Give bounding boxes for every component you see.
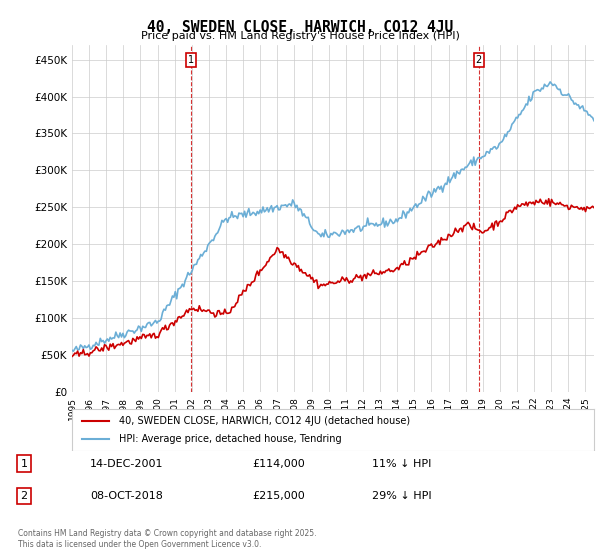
Text: 2: 2 — [20, 491, 28, 501]
Text: 11% ↓ HPI: 11% ↓ HPI — [372, 459, 431, 469]
Text: 1: 1 — [20, 459, 28, 469]
Text: 1: 1 — [188, 54, 194, 64]
Text: 08-OCT-2018: 08-OCT-2018 — [90, 491, 163, 501]
Text: 40, SWEDEN CLOSE, HARWICH, CO12 4JU: 40, SWEDEN CLOSE, HARWICH, CO12 4JU — [147, 20, 453, 35]
Text: 2: 2 — [476, 54, 482, 64]
Text: HPI: Average price, detached house, Tendring: HPI: Average price, detached house, Tend… — [119, 434, 341, 444]
Text: 14-DEC-2001: 14-DEC-2001 — [90, 459, 163, 469]
Text: 40, SWEDEN CLOSE, HARWICH, CO12 4JU (detached house): 40, SWEDEN CLOSE, HARWICH, CO12 4JU (det… — [119, 416, 410, 426]
Text: Contains HM Land Registry data © Crown copyright and database right 2025.
This d: Contains HM Land Registry data © Crown c… — [18, 529, 317, 549]
Text: £215,000: £215,000 — [252, 491, 305, 501]
Text: 29% ↓ HPI: 29% ↓ HPI — [372, 491, 431, 501]
Text: Price paid vs. HM Land Registry's House Price Index (HPI): Price paid vs. HM Land Registry's House … — [140, 31, 460, 41]
Text: £114,000: £114,000 — [252, 459, 305, 469]
